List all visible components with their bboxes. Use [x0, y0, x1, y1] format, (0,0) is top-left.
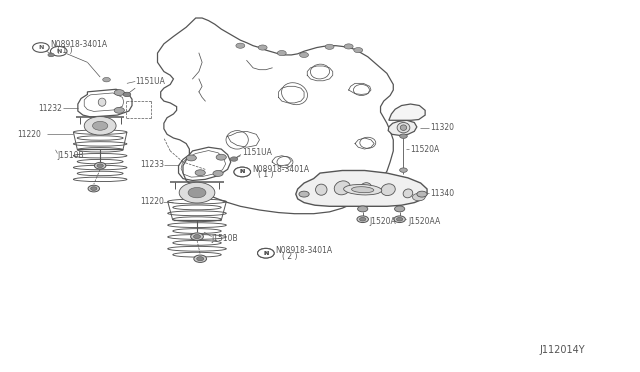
Text: 11220: 11220	[17, 130, 41, 139]
Circle shape	[344, 44, 353, 49]
Circle shape	[186, 155, 196, 161]
Text: 1151UA: 1151UA	[243, 148, 272, 157]
Circle shape	[33, 43, 49, 52]
Ellipse shape	[400, 125, 406, 131]
Circle shape	[412, 193, 425, 201]
Text: N08918-3401A: N08918-3401A	[275, 246, 333, 255]
Circle shape	[48, 53, 54, 57]
Ellipse shape	[360, 183, 372, 193]
Circle shape	[84, 116, 116, 135]
Circle shape	[257, 248, 274, 258]
Circle shape	[123, 92, 131, 97]
Circle shape	[91, 187, 97, 190]
Circle shape	[230, 157, 238, 161]
Ellipse shape	[344, 185, 381, 195]
Text: 11340: 11340	[430, 189, 454, 198]
Circle shape	[397, 217, 403, 221]
Text: N: N	[263, 251, 269, 256]
Text: 11232: 11232	[38, 104, 62, 113]
Text: ( 1 ): ( 1 )	[57, 46, 72, 55]
Ellipse shape	[316, 184, 327, 195]
Circle shape	[188, 187, 206, 198]
Circle shape	[179, 182, 215, 203]
Circle shape	[300, 52, 308, 58]
Text: 1151UA: 1151UA	[135, 77, 165, 86]
Circle shape	[88, 185, 100, 192]
Circle shape	[95, 162, 106, 169]
Circle shape	[195, 170, 205, 176]
Text: 11220: 11220	[140, 197, 164, 206]
Text: 11520A: 11520A	[410, 145, 439, 154]
Text: N: N	[239, 170, 245, 174]
Ellipse shape	[397, 122, 410, 133]
Circle shape	[216, 154, 227, 160]
Text: J1510B: J1510B	[58, 151, 84, 160]
Polygon shape	[389, 104, 425, 120]
Circle shape	[97, 164, 103, 167]
Circle shape	[354, 48, 363, 53]
Circle shape	[93, 121, 108, 130]
Circle shape	[193, 235, 200, 238]
Circle shape	[417, 191, 427, 197]
Text: N: N	[239, 170, 245, 174]
Circle shape	[394, 216, 405, 222]
Text: N08918-3401A: N08918-3401A	[51, 41, 108, 49]
Circle shape	[234, 167, 250, 177]
Ellipse shape	[99, 98, 106, 106]
Polygon shape	[296, 170, 427, 206]
Text: ( 1 ): ( 1 )	[257, 170, 273, 179]
Circle shape	[357, 216, 369, 222]
Text: J1510B: J1510B	[212, 234, 238, 243]
Circle shape	[360, 217, 366, 221]
Text: N: N	[263, 251, 269, 256]
Circle shape	[213, 170, 223, 176]
Ellipse shape	[334, 181, 350, 195]
Circle shape	[196, 257, 204, 261]
Circle shape	[102, 77, 110, 82]
Circle shape	[358, 206, 368, 212]
Text: 11233: 11233	[140, 160, 164, 169]
Circle shape	[325, 44, 334, 49]
Circle shape	[277, 51, 286, 56]
Circle shape	[299, 191, 309, 197]
Circle shape	[194, 255, 207, 262]
Text: N: N	[38, 45, 44, 50]
Text: J1520AA: J1520AA	[408, 217, 440, 225]
Ellipse shape	[403, 189, 413, 198]
Circle shape	[257, 248, 274, 258]
Circle shape	[258, 45, 267, 50]
Circle shape	[399, 168, 407, 172]
Text: ( 2 ): ( 2 )	[282, 251, 297, 261]
Polygon shape	[388, 120, 417, 135]
Text: N08918-3401A: N08918-3401A	[252, 165, 310, 174]
Text: N: N	[56, 49, 61, 54]
Circle shape	[114, 108, 124, 113]
Circle shape	[191, 233, 204, 240]
Circle shape	[236, 43, 245, 48]
Text: 11320: 11320	[430, 123, 454, 132]
Circle shape	[394, 206, 404, 212]
Ellipse shape	[351, 187, 374, 193]
Circle shape	[399, 134, 407, 138]
Text: J1520A: J1520A	[370, 217, 396, 225]
Circle shape	[234, 167, 250, 177]
Circle shape	[51, 46, 67, 56]
Text: J112014Y: J112014Y	[540, 345, 586, 355]
Circle shape	[114, 90, 124, 96]
Ellipse shape	[381, 184, 396, 196]
